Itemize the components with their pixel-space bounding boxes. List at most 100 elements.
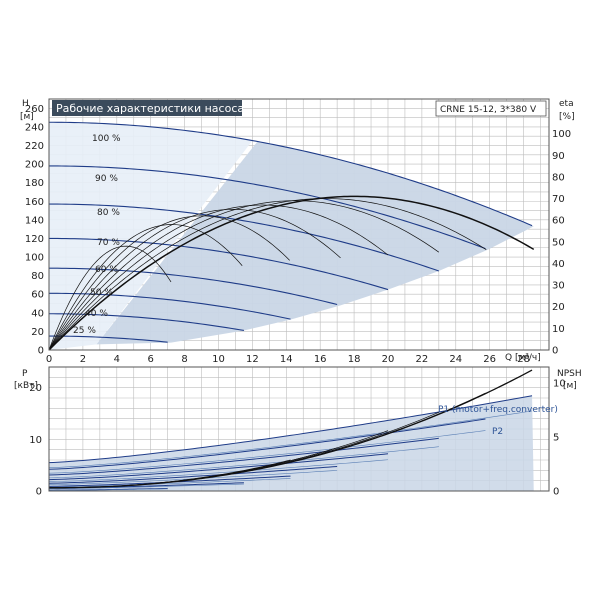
eta-tick-label: 90	[552, 151, 565, 162]
power-curve	[48, 418, 486, 470]
y-tick-label: 240	[25, 122, 44, 133]
y-tick-label: 200	[25, 160, 44, 171]
p1-series-label: P1 (motor+freq.converter)	[438, 405, 558, 415]
efficiency-curve	[48, 200, 440, 351]
x-tick-label: 10	[212, 354, 225, 365]
efficiency-curve	[48, 209, 341, 351]
x-tick-label: 12	[246, 354, 259, 365]
eta-tick-label: 30	[552, 281, 565, 292]
head-curve	[48, 292, 291, 320]
p2-curve	[48, 488, 168, 491]
upper-plot-frame	[48, 98, 550, 351]
eta-axis-label: eta	[559, 99, 574, 109]
y-tick-label: 100	[25, 253, 44, 264]
efficiency-curve	[48, 215, 290, 351]
head-curve	[48, 237, 389, 291]
head-curve	[48, 203, 440, 272]
speed-label: 70 %	[97, 238, 120, 248]
y-tick-label: 80	[31, 271, 44, 282]
x-tick-label: 6	[148, 354, 154, 365]
x-tick-label: 20	[382, 354, 395, 365]
x-tick-label: 0	[46, 354, 52, 365]
p2-curve	[48, 430, 486, 474]
y-tick-label: 180	[25, 178, 44, 189]
npsh-tick-label: 5	[553, 433, 559, 444]
title-box	[52, 100, 242, 116]
y-tick-label: 260	[25, 104, 44, 115]
efficiency-curve	[48, 204, 389, 351]
speed-label: 25 %	[73, 326, 96, 336]
x-tick-label: 24	[449, 354, 462, 365]
power-curve	[48, 465, 338, 484]
efficiency-curve	[48, 224, 243, 351]
x-tick-label: 2	[80, 354, 86, 365]
x-tick-label: 16	[314, 354, 327, 365]
npsh-tick-label: 10	[553, 379, 566, 390]
eta-tick-label: 100	[552, 129, 571, 140]
npsh-axis-unit: [м]	[563, 381, 577, 391]
y-tick-label: 220	[25, 141, 44, 152]
chart-title: Рабочие характеристики насоса	[56, 102, 244, 115]
power-curve	[48, 453, 389, 481]
lower-plot-frame	[48, 366, 550, 492]
power-curve	[48, 395, 533, 464]
p2-curve	[48, 410, 533, 468]
x-tick-label: 26	[483, 354, 496, 365]
speed-label: 40 %	[85, 309, 108, 319]
p-tick-label: 10	[29, 435, 42, 446]
eta-tick-label: 0	[552, 346, 558, 357]
low-flow-region	[49, 122, 253, 350]
speed-label: 100 %	[92, 134, 121, 144]
p2-curve	[48, 478, 291, 488]
eta-tick-label: 80	[552, 172, 565, 183]
eta-tick-label: 50	[552, 237, 565, 248]
x-tick-label: 4	[114, 354, 120, 365]
p2-curve	[48, 483, 244, 490]
q-axis-label: Q [м³/ч]	[505, 353, 541, 363]
head-curve	[48, 121, 533, 227]
head-curve	[48, 267, 338, 306]
model-label: CRNE 15-12, 3*380 V	[440, 105, 537, 115]
p-tick-label: 0	[36, 487, 42, 498]
eta-tick-label: 40	[552, 259, 565, 270]
p-axis-label: P	[22, 369, 28, 379]
x-tick-label: 22	[416, 354, 429, 365]
h-axis-label: H	[22, 99, 29, 109]
efficiency-curve	[48, 195, 535, 351]
eta-tick-label: 60	[552, 216, 565, 227]
head-curve	[48, 165, 486, 250]
head-curve	[48, 335, 168, 343]
y-tick-label: 60	[31, 290, 44, 301]
p-axis-unit: [кВт]	[14, 381, 38, 391]
p2-curve	[48, 459, 389, 482]
p-tick-label: 20	[29, 383, 42, 394]
speed-label: 80 %	[97, 208, 120, 218]
npsh-tick-label: 0	[553, 487, 559, 498]
eta-axis-unit: [%]	[559, 112, 575, 122]
operating-region	[96, 141, 534, 345]
x-tick-label: 8	[181, 354, 187, 365]
model-box	[435, 100, 547, 117]
speed-label: 90 %	[95, 174, 118, 184]
eta-tick-label: 10	[552, 324, 565, 335]
eta-tick-label: 20	[552, 302, 565, 313]
npsh-axis-label: NPSH	[557, 369, 582, 379]
y-tick-label: 40	[31, 308, 44, 319]
head-curve	[48, 313, 245, 332]
power-curve	[48, 437, 439, 476]
y-tick-label: 140	[25, 215, 44, 226]
y-tick-label: 120	[25, 234, 44, 245]
power-curve-plot: 0 10 20 0 5 10	[29, 366, 566, 498]
y-tick-label: 160	[25, 197, 44, 208]
h-axis-unit: [м]	[20, 112, 34, 122]
npsh-curve	[48, 459, 291, 489]
x-tick-label: 18	[348, 354, 361, 365]
efficiency-curve	[48, 245, 172, 351]
x-tick-label: 14	[280, 354, 293, 365]
p2-curve	[48, 446, 439, 479]
p2-series-label: P2	[492, 427, 503, 437]
y-tick-label: 20	[31, 327, 44, 338]
y-tick-label: 0	[38, 346, 44, 357]
eta-tick-label: 70	[552, 194, 565, 205]
